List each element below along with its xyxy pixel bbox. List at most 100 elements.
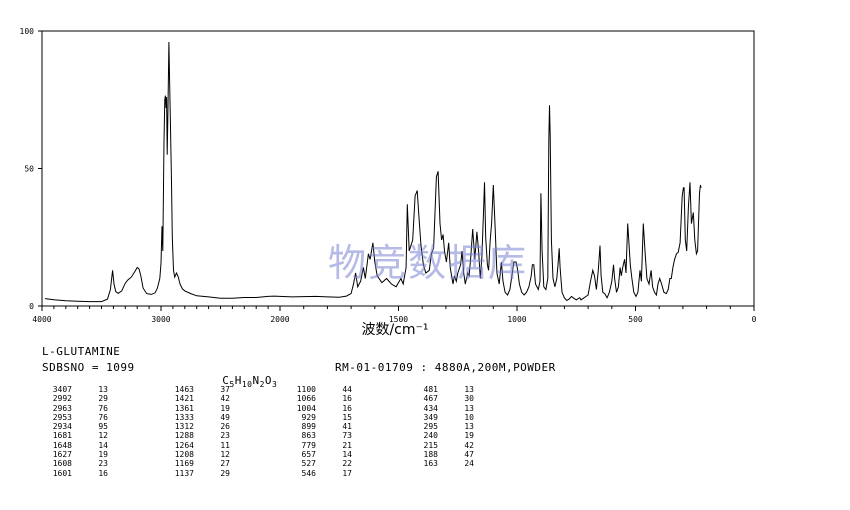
peak-row: 1100 44 bbox=[282, 385, 352, 394]
peak-intensity: 47 bbox=[464, 450, 474, 460]
measurement-method: RM-01-01709 : 4880A,200M,POWDER bbox=[335, 361, 556, 374]
peak-row: 657 14 bbox=[282, 450, 352, 459]
peak-intensity: 41 bbox=[342, 422, 352, 432]
peak-intensity: 19 bbox=[464, 431, 474, 441]
peak-wavenumber: 1333 bbox=[174, 412, 194, 422]
peak-wavenumber: 1169 bbox=[174, 459, 194, 469]
peak-wavenumber: 1066 bbox=[296, 394, 316, 404]
peak-wavenumber: 1648 bbox=[52, 440, 72, 450]
peak-intensity: 42 bbox=[464, 440, 474, 450]
peak-intensity: 21 bbox=[342, 440, 352, 450]
x-tick-label: 4000 bbox=[32, 315, 51, 324]
peak-row: 2953 76 bbox=[38, 413, 108, 422]
peak-wavenumber: 1208 bbox=[174, 450, 194, 460]
y-tick-label: 0 bbox=[29, 302, 34, 311]
peak-wavenumber: 188 bbox=[423, 450, 438, 460]
peak-wavenumber: 434 bbox=[423, 403, 438, 413]
peak-wavenumber: 546 bbox=[301, 468, 316, 478]
peak-table-column-1: 3407 13 2992 29 2963 76 2953 76 2934 95 1681 12 1648… bbox=[38, 385, 108, 478]
peak-row: 1288 23 bbox=[160, 431, 230, 440]
peak-intensity: 73 bbox=[342, 431, 352, 441]
peak-intensity: 23 bbox=[98, 459, 108, 469]
peak-row: 1627 19 bbox=[38, 450, 108, 459]
peak-intensity: 13 bbox=[464, 422, 474, 432]
peak-intensity: 29 bbox=[220, 468, 230, 478]
y-tick-label: 100 bbox=[20, 27, 35, 36]
peak-wavenumber: 2953 bbox=[52, 412, 72, 422]
peak-row: 1608 23 bbox=[38, 459, 108, 468]
x-tick-label: 2000 bbox=[270, 315, 289, 324]
spectrum-series-line bbox=[44, 41, 702, 303]
peak-intensity: 13 bbox=[464, 403, 474, 413]
peak-wavenumber: 1100 bbox=[296, 385, 316, 394]
peak-intensity: 76 bbox=[98, 412, 108, 422]
peak-intensity: 19 bbox=[220, 403, 230, 413]
peak-wavenumber: 527 bbox=[301, 459, 316, 469]
y-axis-ticks: 100 50 0 bbox=[20, 27, 42, 311]
peak-row: 1312 26 bbox=[160, 422, 230, 431]
peak-intensity: 10 bbox=[464, 412, 474, 422]
peak-row: 546 17 bbox=[282, 469, 352, 478]
peak-wavenumber: 467 bbox=[423, 394, 438, 404]
peak-wavenumber: 1004 bbox=[296, 403, 316, 413]
x-tick-label: 1500 bbox=[389, 315, 408, 324]
peak-row: 1361 19 bbox=[160, 404, 230, 413]
peak-intensity: 95 bbox=[98, 422, 108, 432]
peak-row: 295 13 bbox=[404, 422, 474, 431]
peak-wavenumber: 1463 bbox=[174, 385, 194, 394]
molecular-formula: C5H10N2O3 bbox=[222, 374, 278, 390]
peak-wavenumber: 899 bbox=[301, 422, 316, 432]
peak-wavenumber: 1361 bbox=[174, 403, 194, 413]
peak-table-column-4: 481 13 467 30 434 13 349 10 295 13 240 19 215 42 188 47… bbox=[404, 385, 474, 469]
peak-row: 188 47 bbox=[404, 450, 474, 459]
peak-wavenumber: 481 bbox=[423, 385, 438, 394]
peak-intensity: 37 bbox=[220, 385, 230, 394]
peak-intensity: 42 bbox=[220, 394, 230, 404]
peak-row: 163 24 bbox=[404, 459, 474, 468]
peak-wavenumber: 2934 bbox=[52, 422, 72, 432]
peak-wavenumber: 779 bbox=[301, 440, 316, 450]
peak-intensity: 15 bbox=[342, 412, 352, 422]
peak-row: 215 42 bbox=[404, 441, 474, 450]
peak-intensity: 12 bbox=[220, 450, 230, 460]
peak-intensity: 27 bbox=[220, 459, 230, 469]
peak-wavenumber: 240 bbox=[423, 431, 438, 441]
peak-row: 1421 42 bbox=[160, 394, 230, 403]
peak-intensity: 16 bbox=[98, 468, 108, 478]
x-axis-ticks: 4000 3000 2000 1500 1000 500 0 bbox=[32, 306, 757, 324]
x-tick-label: 1000 bbox=[507, 315, 526, 324]
peak-intensity: 19 bbox=[98, 450, 108, 460]
peak-row: 3407 13 bbox=[38, 385, 108, 394]
peak-row: 779 21 bbox=[282, 441, 352, 450]
peak-intensity: 29 bbox=[98, 394, 108, 404]
peak-row: 1208 12 bbox=[160, 450, 230, 459]
peak-intensity: 23 bbox=[220, 431, 230, 441]
peak-wavenumber: 2963 bbox=[52, 403, 72, 413]
peak-row: 2992 29 bbox=[38, 394, 108, 403]
peak-row: 2934 95 bbox=[38, 422, 108, 431]
peak-table-column-3: 1100 44 1066 16 1004 16 929 15 899 41 863 73 779 21 65… bbox=[282, 385, 352, 478]
peak-row: 434 13 bbox=[404, 404, 474, 413]
peak-intensity: 49 bbox=[220, 412, 230, 422]
y-tick-label: 50 bbox=[24, 165, 34, 174]
compound-name: L-GLUTAMINE bbox=[42, 345, 121, 358]
peak-intensity: 76 bbox=[98, 403, 108, 413]
watermark-text: 物竞数据库 bbox=[328, 241, 529, 285]
peak-intensity: 16 bbox=[342, 403, 352, 413]
peak-row: 2963 76 bbox=[38, 404, 108, 413]
peak-wavenumber: 1608 bbox=[52, 459, 72, 469]
peak-wavenumber: 929 bbox=[301, 412, 316, 422]
peak-row: 1137 29 bbox=[160, 469, 230, 478]
peak-wavenumber: 215 bbox=[423, 440, 438, 450]
peak-intensity: 11 bbox=[220, 440, 230, 450]
peak-row: 1681 12 bbox=[38, 431, 108, 440]
peak-intensity: 22 bbox=[342, 459, 352, 469]
peak-intensity: 14 bbox=[98, 440, 108, 450]
peak-row: 481 13 bbox=[404, 385, 474, 394]
peak-wavenumber: 349 bbox=[423, 412, 438, 422]
peak-intensity: 14 bbox=[342, 450, 352, 460]
peak-wavenumber: 1421 bbox=[174, 394, 194, 404]
peak-table-column-2: 1463 37 1421 42 1361 19 1333 49 1312 26 1288 23 1264… bbox=[160, 385, 230, 478]
peak-row: 467 30 bbox=[404, 394, 474, 403]
